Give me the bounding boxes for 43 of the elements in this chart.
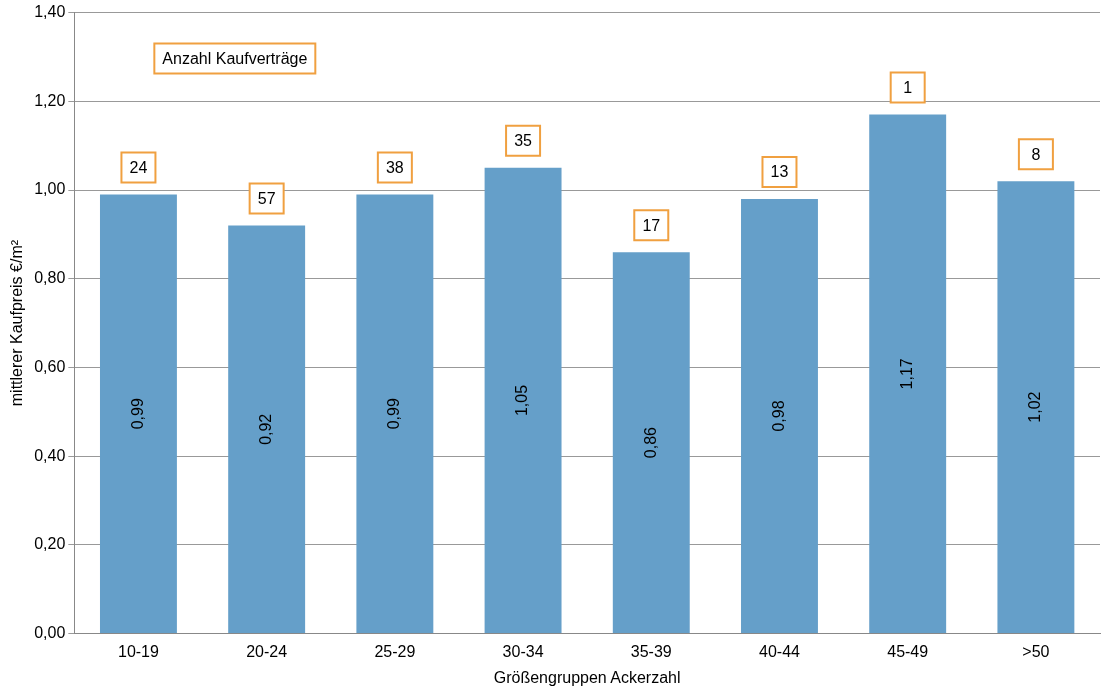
data-label: 1,17 [898,358,916,390]
data-label: 0,99 [128,398,146,430]
y-tick-label: 1,40 [34,3,66,21]
data-label: 0,86 [641,426,659,459]
y-tick-label: 0,20 [34,535,66,553]
x-tick-label: >50 [1022,642,1050,660]
bar [356,194,434,634]
x-tick-label: 20-24 [246,642,288,660]
annotation: 38 [385,158,404,176]
y-tick-label: 0,00 [34,624,66,642]
y-tick-label: 1,20 [34,91,66,109]
annotation: 57 [257,189,276,207]
y-tick-label: 0,80 [34,269,66,287]
annotation: 13 [770,163,789,181]
bar [997,181,1075,634]
x-tick-label: 45-49 [887,642,929,660]
data-label: 0,98 [769,400,787,432]
x-tick-label: 25-29 [374,642,416,660]
data-label: 0,92 [257,413,275,445]
bar [741,198,818,634]
bar [869,114,947,634]
annotation: 35 [514,132,533,150]
data-label: 0,99 [385,398,403,430]
annotation: 1 [903,79,913,97]
y-tick-label: 0,60 [34,357,66,375]
x-axis-title: Größengruppen Ackerzahl [493,668,681,686]
y-axis-title: mittlerer Kaufpreis €/m² [8,239,26,407]
bar [228,225,306,634]
annotation: 24 [129,158,148,176]
x-tick-label: 10-19 [117,642,160,660]
bar [484,167,562,634]
bar [99,194,177,634]
y-tick-label: 1,00 [34,180,66,198]
data-label: 1,02 [1026,391,1044,423]
x-tick-label: 40-44 [759,642,801,660]
annotation: 17 [642,216,661,234]
x-tick-label: 35-39 [630,642,672,660]
data-label: 1,05 [513,384,531,417]
bar [612,252,690,634]
annotation: 8 [1031,145,1041,163]
x-tick-label: 30-34 [502,642,544,660]
y-tick-label: 0,40 [34,446,66,464]
annotation: Anzahl Kaufverträge [162,50,308,68]
